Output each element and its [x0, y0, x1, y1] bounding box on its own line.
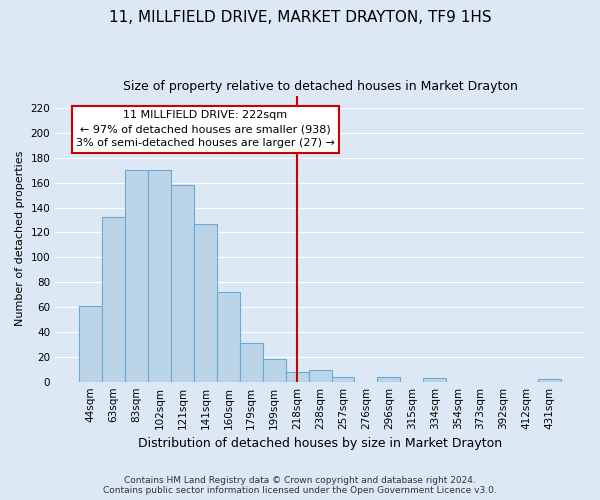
Text: 11 MILLFIELD DRIVE: 222sqm
← 97% of detached houses are smaller (938)
3% of semi: 11 MILLFIELD DRIVE: 222sqm ← 97% of deta… — [76, 110, 335, 148]
Bar — [217, 292, 240, 382]
Bar — [171, 185, 194, 382]
Bar — [538, 379, 561, 382]
Bar — [332, 376, 355, 382]
Y-axis label: Number of detached properties: Number of detached properties — [15, 151, 25, 326]
Bar — [102, 218, 125, 382]
Bar — [263, 360, 286, 382]
Bar — [194, 224, 217, 382]
Bar — [125, 170, 148, 382]
Bar — [240, 343, 263, 382]
Bar — [308, 370, 332, 382]
Text: 11, MILLFIELD DRIVE, MARKET DRAYTON, TF9 1HS: 11, MILLFIELD DRIVE, MARKET DRAYTON, TF9… — [109, 10, 491, 25]
Text: Contains HM Land Registry data © Crown copyright and database right 2024.
Contai: Contains HM Land Registry data © Crown c… — [103, 476, 497, 495]
Bar — [286, 372, 308, 382]
Bar — [377, 376, 400, 382]
Bar — [148, 170, 171, 382]
Title: Size of property relative to detached houses in Market Drayton: Size of property relative to detached ho… — [122, 80, 518, 93]
Bar — [79, 306, 102, 382]
Bar — [423, 378, 446, 382]
X-axis label: Distribution of detached houses by size in Market Drayton: Distribution of detached houses by size … — [138, 437, 502, 450]
